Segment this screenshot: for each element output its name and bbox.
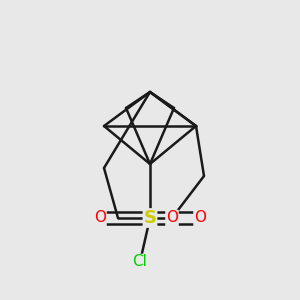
Text: O: O — [194, 211, 206, 226]
Text: Cl: Cl — [133, 254, 147, 269]
Text: O: O — [94, 211, 106, 226]
Text: O: O — [166, 211, 178, 226]
Text: S: S — [143, 209, 157, 227]
